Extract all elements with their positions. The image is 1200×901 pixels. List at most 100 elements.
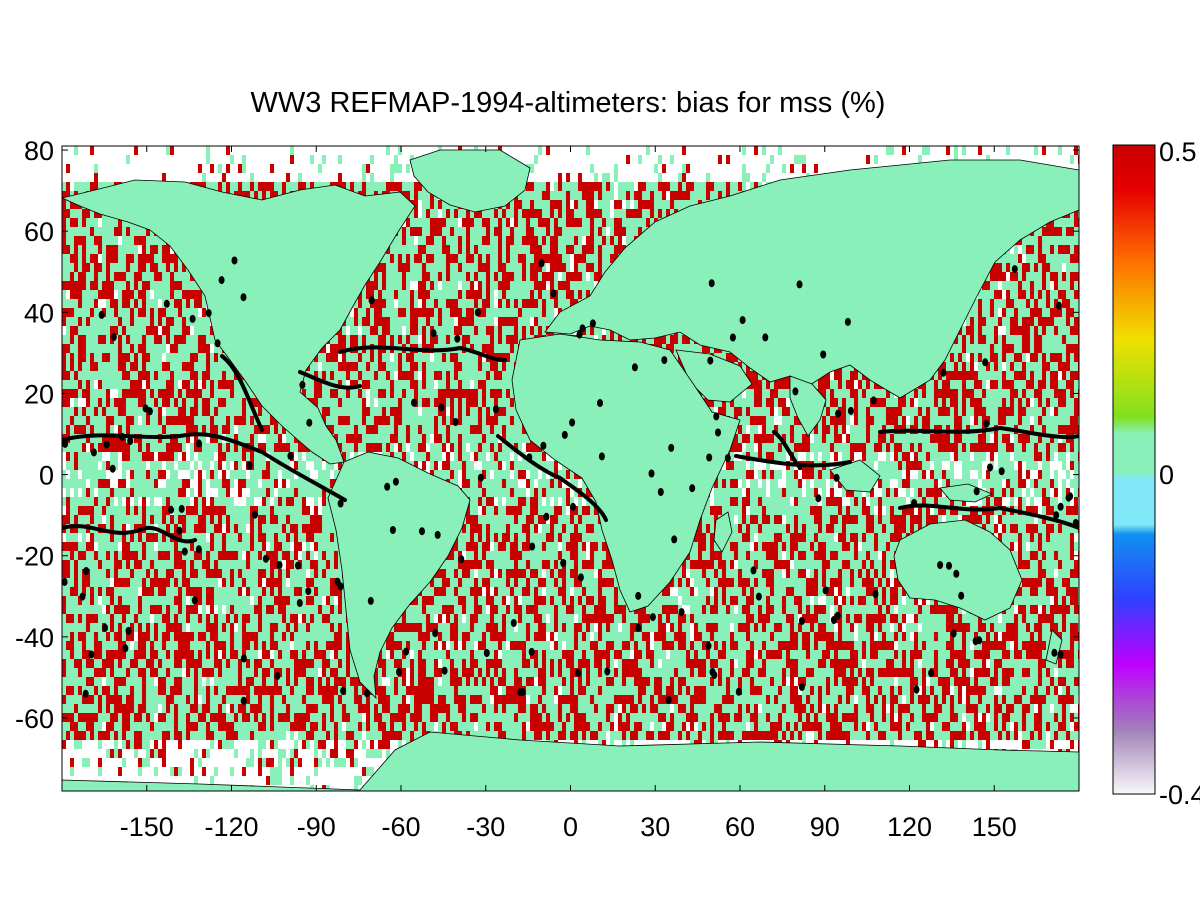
- contour-patch: [392, 477, 399, 486]
- contour-patch: [176, 526, 183, 535]
- contour-patch: [195, 439, 202, 448]
- contour-patch: [127, 437, 134, 445]
- eurasia: [544, 159, 1079, 399]
- contour-patch: [657, 488, 664, 496]
- contour-patch: [163, 299, 170, 308]
- contour-patch: [367, 596, 374, 605]
- contour-patch: [847, 406, 854, 415]
- contour-patch: [168, 505, 175, 514]
- contour-patch: [1055, 301, 1062, 310]
- contour-patch: [1065, 493, 1072, 502]
- contour-patch: [540, 441, 547, 450]
- north-america: [62, 179, 416, 465]
- contour-patch: [671, 535, 678, 544]
- india: [789, 375, 827, 437]
- contour-patch: [570, 502, 576, 511]
- contour-patch: [844, 317, 851, 326]
- x-tick-label: 30: [640, 812, 670, 842]
- contour-patch: [438, 403, 445, 412]
- contour-patch: [517, 688, 524, 697]
- contour-patch: [987, 463, 993, 472]
- contour-patch: [950, 629, 957, 638]
- contour-atlantic-north: [338, 345, 507, 362]
- contour-pacific-equatorial: [62, 432, 347, 502]
- contour-patch: [452, 418, 459, 426]
- contour-patch: [543, 512, 550, 521]
- contour-patch: [384, 482, 391, 491]
- contour-patch: [928, 669, 935, 678]
- contour-patch: [454, 334, 461, 343]
- contour-atlantic-gulf: [298, 370, 362, 390]
- contour-patch: [550, 289, 557, 298]
- contour-patch: [458, 555, 465, 564]
- contour-patch: [474, 308, 481, 317]
- contour-patch: [274, 672, 281, 680]
- contour-patch: [735, 687, 742, 696]
- colorbar-tick-middle: 0: [1159, 460, 1174, 490]
- contour-patch: [214, 339, 221, 348]
- x-tick-label: -90: [297, 812, 336, 842]
- contour-patch: [958, 591, 965, 600]
- contour-patch: [713, 412, 720, 421]
- contour-patch: [102, 623, 108, 632]
- contour-patch: [708, 279, 715, 288]
- contour-patch: [240, 293, 247, 302]
- contour-patch: [597, 399, 603, 407]
- contour-patch: [83, 567, 90, 575]
- contour-patch: [510, 619, 517, 627]
- y-tick-label: -60: [15, 704, 54, 734]
- contour-patch: [998, 467, 1005, 476]
- y-tick-label: 20: [24, 379, 54, 409]
- contour-patch: [940, 368, 947, 377]
- land-masses: [62, 149, 1079, 791]
- contour-patch: [205, 309, 212, 318]
- contour-patches: [62, 256, 1079, 705]
- contour-patch: [665, 695, 672, 704]
- contour-patch: [411, 398, 417, 407]
- contour-patch: [872, 590, 879, 599]
- contour-patch: [189, 314, 196, 323]
- contour-patch: [1057, 502, 1064, 511]
- antarctica: [62, 731, 1079, 791]
- contour-patch: [492, 405, 499, 414]
- contour-patch: [103, 440, 110, 449]
- contour-patch: [181, 547, 188, 556]
- contour-patch: [337, 499, 344, 508]
- contour-patch: [306, 418, 313, 427]
- contour-patch: [419, 527, 425, 536]
- contour-patch: [560, 559, 567, 567]
- contour-patch: [529, 542, 536, 551]
- contour-patch: [835, 409, 842, 418]
- contour-patch: [396, 668, 402, 676]
- y-tick-label: 80: [24, 136, 54, 166]
- contour-indian-north: [772, 430, 802, 470]
- x-tick-label: -120: [204, 812, 258, 842]
- borneo-sumatra: [829, 459, 881, 493]
- x-tick-label: -30: [466, 812, 505, 842]
- contour-patch: [110, 333, 117, 341]
- contour-patch: [755, 592, 762, 601]
- contour-patch: [119, 432, 126, 441]
- contour-patch: [1011, 265, 1018, 274]
- contour-patch: [251, 510, 258, 519]
- contour-patch: [526, 453, 533, 462]
- contour-patch: [340, 686, 347, 695]
- contour-patch: [913, 685, 920, 694]
- map-title: WW3 REFMAP-1994-altimeters: bias for mss…: [251, 87, 886, 119]
- contour-patch: [631, 363, 638, 372]
- contour-patch: [635, 623, 642, 632]
- contour-patch: [296, 599, 303, 607]
- contour-patch: [689, 484, 696, 493]
- contour-pacific-south: [62, 524, 197, 544]
- contour-patch: [1051, 648, 1058, 657]
- contour-patch: [635, 591, 642, 600]
- contour-patch: [678, 608, 685, 617]
- contour-patch: [937, 561, 944, 569]
- contour-patch: [240, 696, 247, 705]
- y-tick-label: 40: [24, 298, 54, 328]
- colorbar: 0.5 0 -0.4: [1112, 137, 1200, 810]
- contour-patch: [334, 577, 341, 586]
- contour-patch: [822, 586, 829, 595]
- contour-patch: [982, 358, 989, 367]
- contour-patch: [125, 626, 132, 635]
